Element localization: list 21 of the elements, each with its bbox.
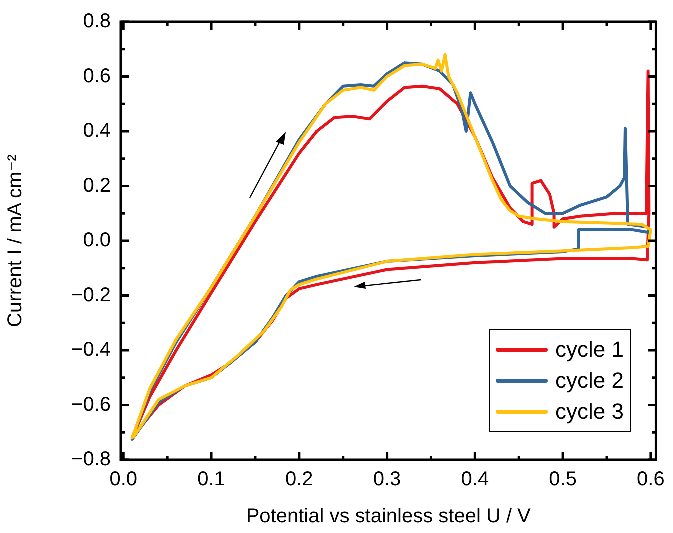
y-axis-title: Current I / mA cm⁻² [4,154,27,328]
y-tick-label: −0.2 [72,284,111,306]
x-tick-label: 0.5 [549,468,577,491]
x-tick-label: 0.3 [373,468,402,491]
y-tick-label: 0.8 [83,10,111,33]
legend-label: cycle 3 [556,398,624,424]
y-tick-label: −0.4 [72,339,111,362]
x-tick-label: 0.2 [286,468,314,491]
y-tick-label: −0.6 [72,394,111,416]
legend-label: cycle 2 [556,368,624,394]
x-tick-label: 0.0 [110,468,138,491]
legend-label: cycle 1 [556,336,624,362]
x-tick-label: 0.6 [637,468,665,491]
y-tick-label: 0.4 [83,120,111,142]
y-tick-label: −0.8 [72,448,111,471]
y-tick-label: 0.2 [83,174,111,197]
x-tick-label: 0.4 [461,468,490,491]
y-tick-label: 0.0 [83,230,111,252]
y-tick-label: 0.6 [83,65,111,88]
x-axis-title: Potential vs stainless steel U / V [246,506,532,528]
x-tick-label: 0.1 [198,468,226,491]
